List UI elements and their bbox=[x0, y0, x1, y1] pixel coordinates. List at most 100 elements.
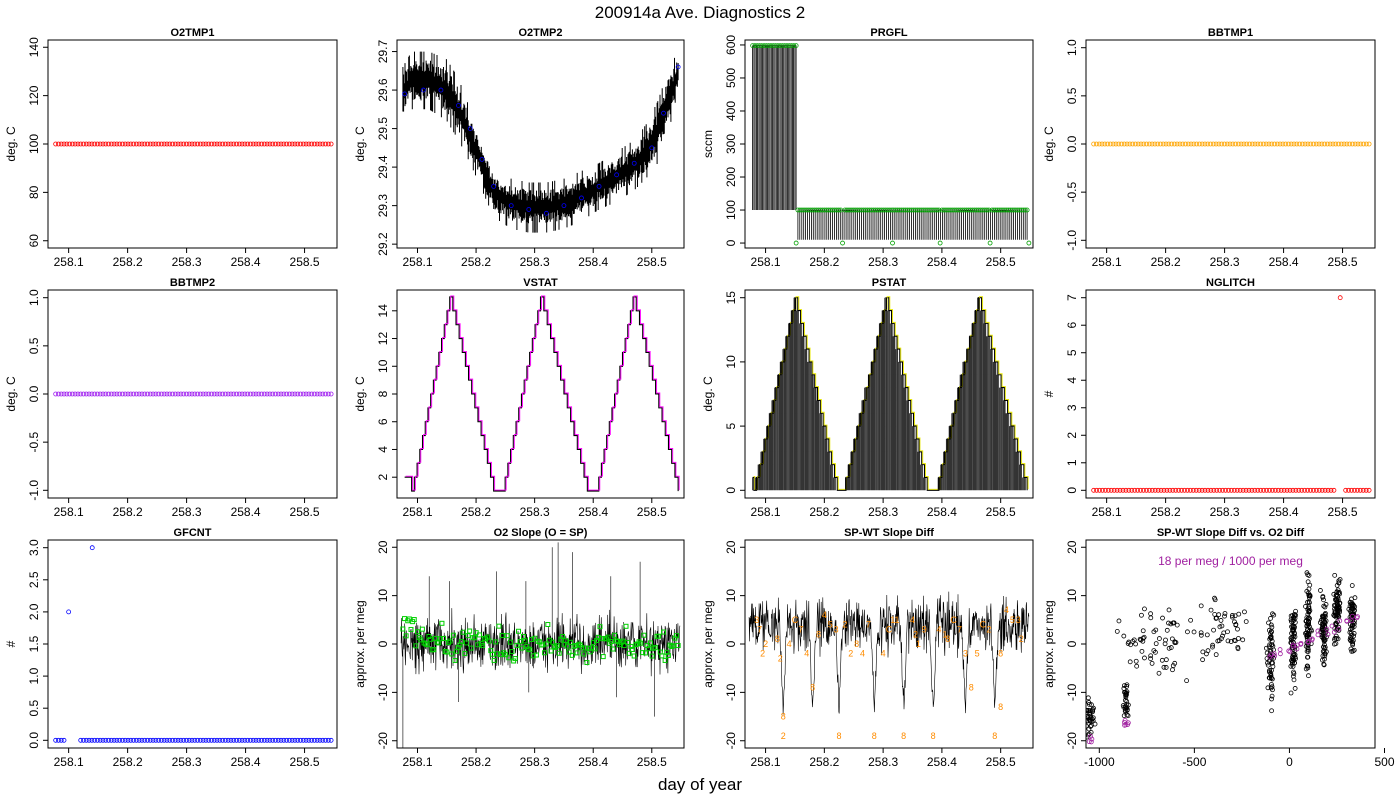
series-o2slope-o2-slope-avg bbox=[400, 616, 681, 666]
data-point bbox=[128, 141, 134, 147]
data-point bbox=[793, 240, 799, 246]
x-tick-label-pstat: 258.2 bbox=[809, 505, 839, 519]
series-vstat-vstat bbox=[404, 295, 680, 492]
data-point bbox=[256, 141, 262, 147]
data-point bbox=[298, 737, 303, 743]
data-point bbox=[1274, 141, 1280, 147]
data-point bbox=[1302, 487, 1308, 493]
data-point bbox=[1260, 141, 1266, 147]
data-point bbox=[114, 141, 120, 147]
data-point bbox=[840, 240, 845, 246]
data-point bbox=[1304, 627, 1310, 633]
data-point bbox=[631, 653, 637, 659]
data-point bbox=[53, 391, 59, 397]
data-point bbox=[1132, 487, 1138, 493]
data-point bbox=[145, 141, 150, 147]
y-tick-label-nglitch: 5 bbox=[1065, 349, 1079, 356]
y-label-o2tmp2: deg. C bbox=[353, 126, 367, 162]
data-point bbox=[1122, 717, 1128, 723]
y-tick-label-bbtmp2: 0.5 bbox=[27, 337, 41, 354]
data-point bbox=[136, 141, 142, 147]
data-point bbox=[131, 391, 136, 397]
data-point bbox=[1269, 629, 1274, 635]
y-tick-label-gfcnt: 0.5 bbox=[27, 700, 41, 717]
data-point bbox=[1105, 487, 1111, 493]
data-point bbox=[92, 141, 98, 147]
point-label: C bbox=[886, 624, 893, 634]
data-point bbox=[108, 141, 114, 147]
data-point bbox=[659, 653, 665, 659]
data-point bbox=[103, 391, 109, 397]
data-point bbox=[289, 737, 295, 743]
data-point bbox=[428, 636, 434, 642]
data-point bbox=[122, 141, 128, 147]
data-point bbox=[1198, 630, 1204, 636]
x-tick-label-o2tmp2: 258.4 bbox=[578, 255, 608, 269]
data-point bbox=[1272, 141, 1277, 147]
data-point bbox=[493, 639, 499, 645]
data-point bbox=[1223, 487, 1228, 493]
data-point bbox=[328, 391, 334, 397]
data-point bbox=[206, 737, 212, 743]
point-label: 4 bbox=[936, 624, 941, 634]
data-point bbox=[114, 737, 120, 743]
data-point bbox=[61, 391, 67, 397]
data-point bbox=[1349, 618, 1354, 624]
data-point bbox=[181, 141, 187, 147]
data-point bbox=[142, 141, 148, 147]
data-point bbox=[312, 141, 317, 147]
data-point bbox=[184, 141, 189, 147]
data-point bbox=[250, 737, 256, 743]
data-point bbox=[245, 737, 251, 743]
data-point bbox=[1265, 662, 1271, 668]
data-point bbox=[789, 43, 794, 49]
series-spwt-vs-o2-fit-points bbox=[1086, 613, 1360, 745]
data-point bbox=[643, 650, 649, 656]
data-point bbox=[1266, 141, 1272, 147]
data-point bbox=[614, 172, 620, 178]
plot-frame-o2tmp2 bbox=[396, 39, 685, 249]
data-point bbox=[170, 737, 175, 743]
data-point bbox=[1240, 637, 1246, 643]
data-point bbox=[1211, 487, 1217, 493]
data-point bbox=[1198, 603, 1204, 609]
data-point bbox=[1272, 653, 1278, 659]
y-tick-label-nglitch: 1 bbox=[1065, 459, 1079, 466]
x-tick-label-o2tmp1: 258.3 bbox=[172, 255, 202, 269]
data-point bbox=[1283, 141, 1289, 147]
series-pstat-pstat bbox=[752, 296, 1029, 491]
data-point bbox=[460, 629, 466, 635]
data-point bbox=[253, 391, 259, 397]
data-point bbox=[156, 737, 162, 743]
point-label: 4 bbox=[787, 639, 792, 649]
data-point bbox=[186, 391, 192, 397]
data-point bbox=[1306, 619, 1312, 625]
y-tick-label-vstat: 12 bbox=[376, 332, 390, 346]
data-point bbox=[158, 737, 164, 743]
data-point bbox=[447, 638, 453, 644]
x-tick-label-spwt: 258.3 bbox=[868, 755, 898, 769]
data-point bbox=[184, 391, 189, 397]
data-point bbox=[172, 141, 178, 147]
y-label-spwt: approx. per meg bbox=[701, 600, 715, 687]
data-point bbox=[1200, 649, 1206, 655]
y-tick-label-gfcnt: 3.0 bbox=[27, 539, 41, 556]
data-point bbox=[211, 391, 217, 397]
y-label-spwt-vs-o2: approx. per meg bbox=[1042, 600, 1056, 687]
panel-title-vstat: VSTAT bbox=[523, 277, 558, 289]
data-point bbox=[1305, 642, 1311, 648]
data-point bbox=[450, 632, 456, 638]
data-point bbox=[1225, 638, 1231, 644]
data-point bbox=[1344, 141, 1350, 147]
data-point bbox=[1148, 611, 1153, 617]
data-point bbox=[1332, 635, 1338, 641]
point-label: 4 bbox=[910, 615, 915, 625]
data-point bbox=[1091, 141, 1097, 147]
data-point bbox=[1337, 295, 1343, 301]
data-point bbox=[1233, 141, 1238, 147]
data-point bbox=[1286, 141, 1291, 147]
plot-frame-vstat bbox=[396, 289, 685, 499]
x-tick-label-nglitch: 258.1 bbox=[1092, 505, 1122, 519]
data-point bbox=[300, 141, 306, 147]
data-point bbox=[86, 141, 92, 147]
